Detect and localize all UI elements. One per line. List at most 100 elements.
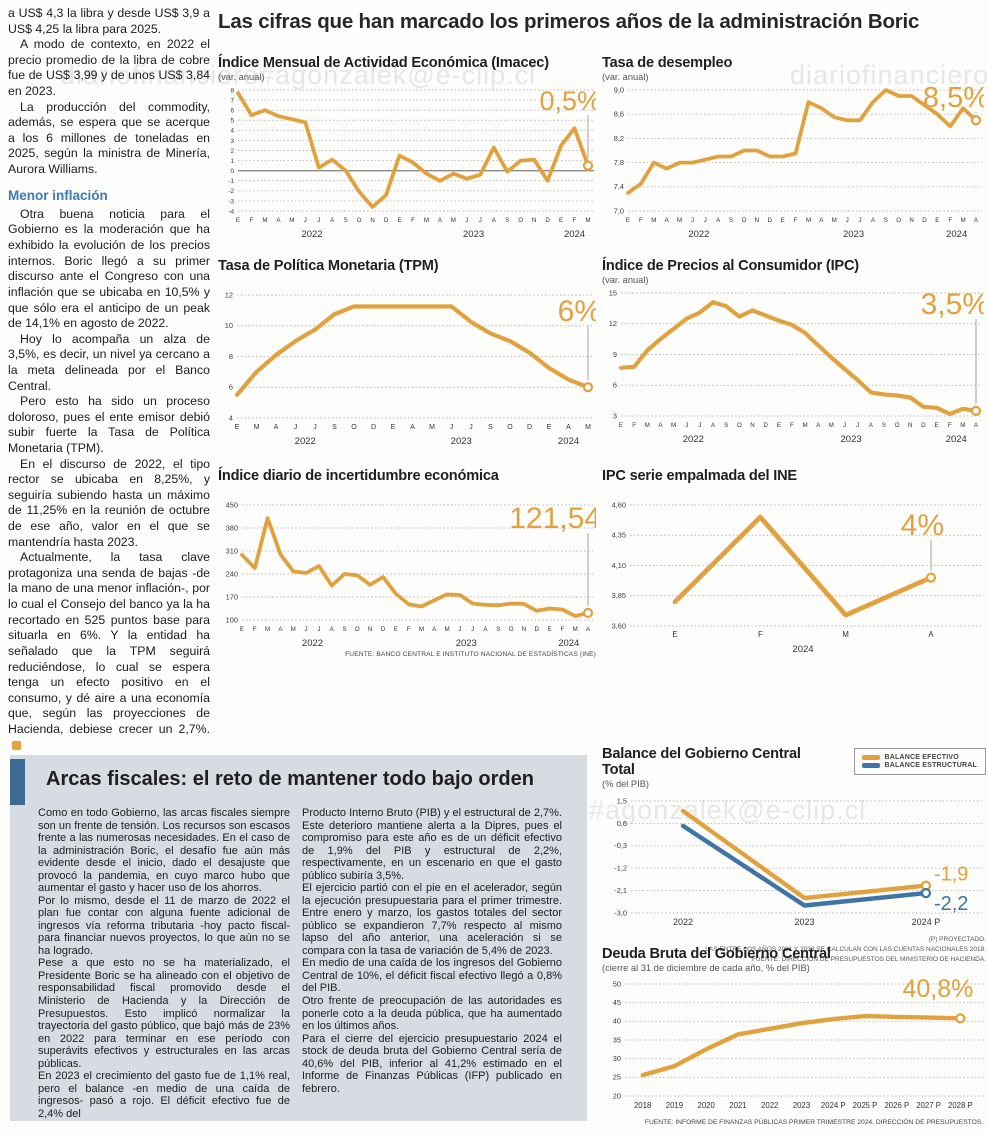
svg-text:A: A — [566, 424, 571, 431]
svg-text:2028 P: 2028 P — [948, 1101, 973, 1110]
svg-text:2023: 2023 — [451, 436, 472, 447]
svg-text:E: E — [781, 217, 785, 224]
svg-text:D: D — [527, 424, 532, 431]
svg-text:1,5: 1,5 — [617, 796, 627, 805]
svg-text:A: A — [276, 217, 281, 224]
svg-text:J: J — [450, 424, 454, 431]
svg-text:D: D — [921, 422, 926, 429]
svg-text:5: 5 — [230, 118, 234, 125]
svg-text:A: A — [871, 217, 876, 224]
svg-text:S: S — [344, 217, 348, 224]
svg-text:J: J — [458, 626, 461, 633]
chart-subtitle: (cierre al 31 de diciembre de cada año, … — [602, 963, 810, 973]
chart-deuda: Deuda Bruta del Gobierno Central (cierre… — [602, 946, 986, 1126]
svg-text:2020: 2020 — [698, 1101, 716, 1110]
chart-source: FUENTE: BANCO CENTRAL E INSTITUTO NACION… — [345, 651, 596, 658]
svg-text:D: D — [381, 626, 386, 633]
svg-text:2018: 2018 — [634, 1101, 651, 1110]
svg-text:3: 3 — [613, 411, 617, 420]
fiscal-article-box: Arcas fiscales: el reto de mantener todo… — [10, 755, 587, 1121]
svg-text:J: J — [698, 422, 701, 429]
svg-text:S: S — [332, 424, 337, 431]
series-line — [240, 516, 590, 618]
article-paragraph: Por lo mismo, desde el 11 de marzo de 20… — [38, 894, 290, 957]
svg-text:F: F — [407, 626, 411, 633]
end-value-label: -2,2 — [934, 893, 968, 915]
article-paragraph: Otro frente de preocupación de las autor… — [302, 994, 562, 1033]
svg-text:-3,0: -3,0 — [614, 908, 627, 917]
article-paragraph: En el discurso de 2022, el tipo rector s… — [8, 456, 210, 549]
legend-swatch-efectivo — [861, 755, 880, 760]
svg-text:M: M — [842, 630, 849, 639]
svg-text:D: D — [535, 626, 540, 633]
series-line — [680, 823, 929, 908]
svg-text:F: F — [948, 422, 952, 429]
desempleo-line-chart: 9,08,68,27,87,47,0E F M A M J J A S O N D E F M A M J J A S O… — [614, 82, 984, 240]
end-point-marker — [970, 405, 982, 416]
svg-text:450: 450 — [226, 500, 238, 509]
chart-ipc: Índice de Precios al Consumidor (IPC) (v… — [602, 258, 984, 445]
svg-text:2022: 2022 — [683, 434, 704, 445]
end-point-marker — [582, 382, 594, 393]
chart-imacec: Índice Mensual de Actividad Económica (I… — [218, 55, 596, 240]
svg-text:J: J — [469, 424, 473, 431]
svg-text:8,2: 8,2 — [614, 134, 624, 143]
svg-text:M: M — [671, 422, 676, 429]
svg-text:O: O — [351, 424, 357, 431]
svg-text:A: A — [974, 422, 979, 429]
article-paragraph: Hoy lo acompaña un alza de 3,5%, es deci… — [8, 331, 210, 393]
final-value-label: 4% — [901, 509, 944, 542]
svg-text:2023: 2023 — [794, 917, 814, 927]
svg-text:4,10: 4,10 — [612, 561, 626, 570]
svg-text:F: F — [250, 217, 254, 224]
svg-text:A: A — [410, 424, 415, 431]
svg-text:12: 12 — [225, 290, 233, 299]
svg-text:9,0: 9,0 — [614, 85, 624, 94]
final-value-label: 6% — [558, 295, 596, 328]
svg-text:S: S — [505, 217, 509, 224]
svg-text:-3: -3 — [228, 198, 234, 205]
svg-text:7,4: 7,4 — [614, 182, 624, 191]
svg-text:N: N — [908, 422, 912, 429]
svg-text:M: M — [254, 424, 260, 431]
svg-text:6: 6 — [613, 381, 617, 390]
svg-text:4,60: 4,60 — [612, 500, 626, 509]
svg-text:2022: 2022 — [761, 1101, 778, 1110]
svg-text:2024: 2024 — [946, 229, 967, 240]
svg-text:8: 8 — [229, 352, 233, 361]
svg-text:O: O — [896, 217, 901, 224]
svg-text:9: 9 — [613, 350, 617, 359]
svg-text:A: A — [665, 217, 670, 224]
chart-subtitle: (% del PIB) — [602, 779, 650, 789]
svg-text:8,6: 8,6 — [614, 110, 624, 119]
end-point-marker — [970, 115, 982, 126]
accent-bar — [10, 759, 25, 805]
svg-text:3,60: 3,60 — [612, 621, 626, 630]
svg-text:2023: 2023 — [463, 229, 484, 240]
svg-text:E: E — [397, 217, 401, 224]
svg-text:M: M — [444, 626, 449, 633]
svg-text:-2,1: -2,1 — [614, 886, 627, 895]
svg-text:F: F — [411, 217, 415, 224]
chart-footnotes: (P) PROYECTADO. LAS ENTRE LOS AÑOS 2021 Y… — [602, 935, 986, 964]
svg-text:M: M — [677, 217, 682, 224]
article-paragraph: Pese a que esto no se ha materializado, … — [38, 957, 290, 1070]
svg-text:S: S — [342, 626, 346, 633]
series-line — [234, 304, 591, 397]
svg-text:F: F — [560, 626, 564, 633]
svg-text:M: M — [265, 626, 270, 633]
footnote-line: FUENTE: DIRECCIÓN DE PRESUPUESTOS DEL MI… — [751, 955, 986, 963]
svg-text:S: S — [882, 422, 886, 429]
chart-title: Tasa de desempleo — [602, 55, 733, 71]
svg-text:O: O — [357, 217, 362, 224]
svg-text:N: N — [522, 626, 526, 633]
svg-text:170: 170 — [226, 592, 238, 601]
svg-text:J: J — [465, 217, 468, 224]
chart-title: IPC serie empalmada del INE — [602, 468, 797, 484]
svg-text:2022: 2022 — [295, 436, 316, 447]
svg-text:J: J — [704, 217, 707, 224]
svg-text:M: M — [585, 217, 590, 224]
